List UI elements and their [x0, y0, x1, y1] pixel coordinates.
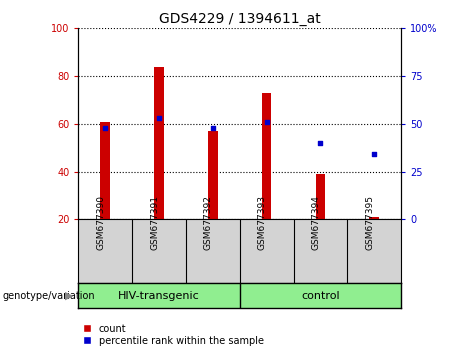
Text: ▶: ▶ [65, 291, 73, 301]
Point [101, 125, 109, 131]
Text: GSM677395: GSM677395 [365, 195, 374, 250]
Title: GDS4229 / 1394611_at: GDS4229 / 1394611_at [159, 12, 320, 26]
Point [317, 140, 324, 146]
Bar [262, 93, 272, 219]
Text: GSM677393: GSM677393 [258, 195, 266, 250]
Point [263, 119, 270, 125]
Bar [100, 121, 110, 219]
Text: genotype/variation: genotype/variation [2, 291, 95, 301]
Point [371, 152, 378, 157]
Text: GSM677394: GSM677394 [311, 195, 320, 250]
Text: HIV-transgenic: HIV-transgenic [118, 291, 200, 301]
Text: GSM677391: GSM677391 [150, 195, 159, 250]
Point [209, 125, 217, 131]
Text: control: control [301, 291, 340, 301]
Legend: count, percentile rank within the sample: count, percentile rank within the sample [83, 324, 264, 346]
Text: GSM677390: GSM677390 [96, 195, 105, 250]
Text: GSM677392: GSM677392 [204, 195, 213, 250]
Bar [154, 67, 164, 219]
Bar [315, 174, 325, 219]
Point [155, 115, 163, 121]
Bar [208, 131, 218, 219]
Bar [369, 217, 379, 219]
